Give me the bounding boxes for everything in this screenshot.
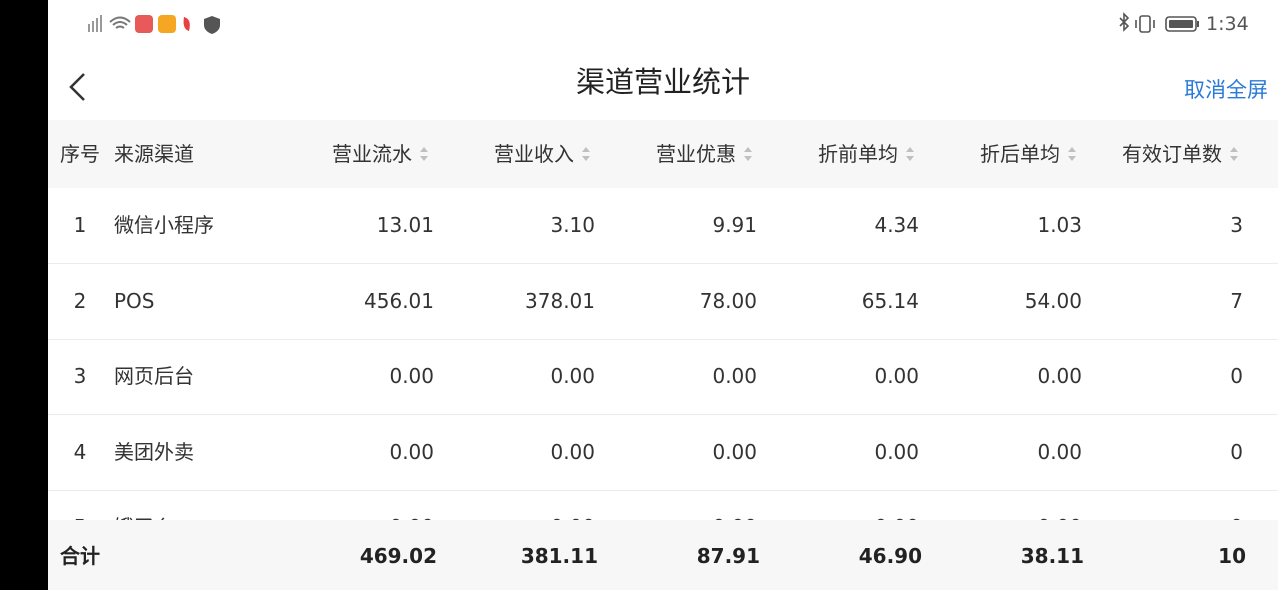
column-header[interactable]: 折前单均 xyxy=(818,142,898,166)
cell-value: 0.00 xyxy=(1037,364,1082,388)
cell-value: 3 xyxy=(1230,213,1243,237)
sort-icon[interactable] xyxy=(742,143,754,165)
row-index: 2 xyxy=(73,288,87,313)
cell-value: 0.00 xyxy=(389,364,434,388)
back-button[interactable] xyxy=(64,70,94,104)
total-value: 38.11 xyxy=(1020,544,1084,568)
table-body: 1 微信小程序 13.01 3.10 9.91 4.34 1.03 3 2 POS 456.01 37… xyxy=(48,188,1278,528)
channel-name: 微信小程序 xyxy=(114,213,214,237)
channel-name: 网页后台 xyxy=(114,364,194,388)
row-divider xyxy=(48,489,1278,491)
cell-value: 0 xyxy=(1230,364,1243,388)
row-index: 3 xyxy=(73,364,87,388)
cell-value: 78.00 xyxy=(699,288,757,313)
exit-fullscreen[interactable]: 取消全屏 xyxy=(1184,78,1268,102)
cell-value: 0.00 xyxy=(550,439,595,464)
column-header[interactable]: 营业优惠 xyxy=(656,142,736,166)
total-value: 87.91 xyxy=(696,544,760,568)
cell-value: 9.91 xyxy=(712,213,757,237)
status-right-icons xyxy=(1119,12,1199,33)
cell-value: 0.00 xyxy=(712,364,757,388)
sort-icon[interactable] xyxy=(904,143,916,165)
cell-value: 0 xyxy=(1230,439,1243,464)
status-icons xyxy=(88,15,220,34)
row-divider xyxy=(48,338,1278,340)
black-strip xyxy=(0,0,48,590)
cell-value: 4.34 xyxy=(874,213,919,237)
cell-value: 54.00 xyxy=(1024,288,1082,313)
cell-value: 0.00 xyxy=(550,364,595,388)
channel-name: 美团外卖 xyxy=(114,439,194,464)
cell-value: 0.00 xyxy=(712,439,757,464)
sort-icon[interactable] xyxy=(1228,143,1240,165)
total-label: 合计 xyxy=(60,544,100,568)
cell-value: 0.00 xyxy=(1037,439,1082,464)
column-header: 来源渠道 xyxy=(114,142,194,166)
cell-value: 378.01 xyxy=(525,288,595,313)
row-divider xyxy=(48,263,1278,264)
status-time: 1:34 xyxy=(1206,13,1249,35)
total-value: 46.90 xyxy=(858,544,922,568)
total-value: 381.11 xyxy=(520,544,598,568)
total-value: 10 xyxy=(1218,544,1246,568)
page-title: 渠道营业统计 xyxy=(575,65,751,99)
column-header[interactable]: 折后单均 xyxy=(980,142,1060,166)
cell-value: 456.01 xyxy=(364,288,434,313)
row-divider xyxy=(48,414,1278,415)
cell-value: 7 xyxy=(1230,288,1243,313)
column-header: 序号 xyxy=(60,142,100,166)
table-header: 序号 来源渠道 营业流水 营业收入 营业优惠 折前单均 折后单均 有效订单数 xyxy=(48,120,1278,188)
column-header[interactable]: 有效订单数 xyxy=(1122,142,1222,166)
cell-value: 0.00 xyxy=(874,439,919,464)
cell-value: 65.14 xyxy=(861,288,919,313)
cell-value: 13.01 xyxy=(376,213,434,237)
sort-icon[interactable] xyxy=(580,143,592,165)
cell-value: 3.10 xyxy=(550,213,595,237)
cell-value: 1.03 xyxy=(1037,213,1082,237)
row-index: 4 xyxy=(73,439,87,464)
cell-value: 0.00 xyxy=(389,439,434,464)
cell-value: 0.00 xyxy=(874,364,919,388)
total-value: 469.02 xyxy=(359,544,437,568)
column-header[interactable]: 营业收入 xyxy=(494,142,574,166)
sort-icon[interactable] xyxy=(1066,143,1078,165)
column-header[interactable]: 营业流水 xyxy=(332,142,412,166)
row-index: 1 xyxy=(73,213,87,237)
table-footer: 合计 469.02 381.11 87.91 46.90 38.11 10 xyxy=(48,520,1278,590)
sort-icon[interactable] xyxy=(418,143,430,165)
channel-name: POS xyxy=(114,288,155,313)
